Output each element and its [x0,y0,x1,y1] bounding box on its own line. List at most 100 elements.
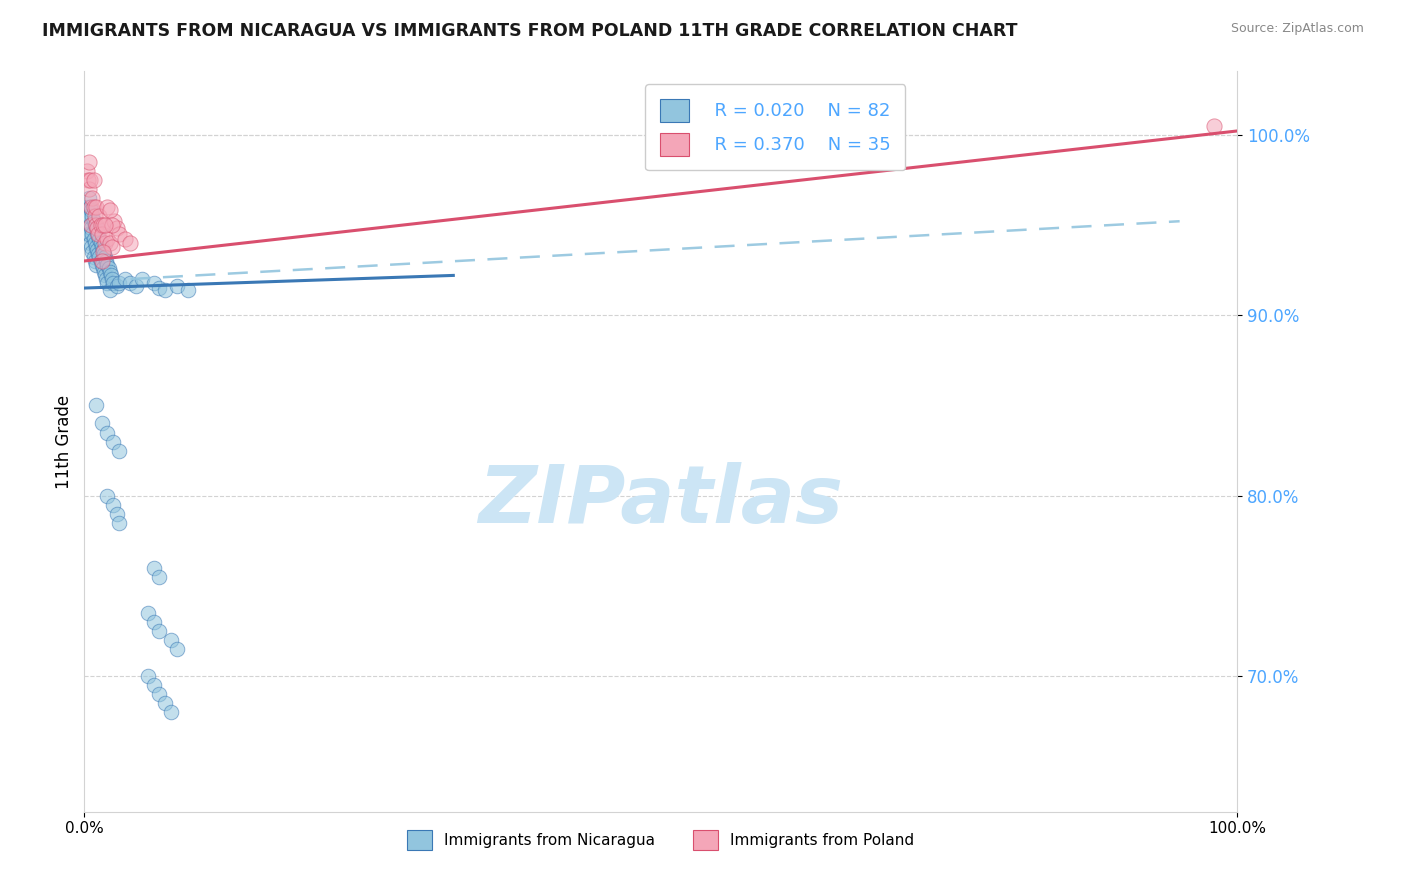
Point [160,633,183,648]
Point [94,268,117,283]
Point [89,235,111,250]
Point [83,251,105,265]
Point [86,225,108,239]
Point [98,283,121,297]
Point [87,228,110,243]
Point [94,218,117,232]
Point [83,254,105,268]
Point [77,227,100,241]
Point [91,243,114,257]
Point [166,279,188,293]
Point [153,697,176,711]
Point [90,258,112,272]
Point [87,246,110,260]
Text: Source: ZipAtlas.com: Source: ZipAtlas.com [1230,22,1364,36]
Point [77,154,100,169]
Point [83,214,105,228]
Point [79,200,101,214]
Point [76,227,98,241]
Text: IMMIGRANTS FROM NICARAGUA VS IMMIGRANTS FROM POLAND 11TH GRADE CORRELATION CHART: IMMIGRANTS FROM NICARAGUA VS IMMIGRANTS … [42,22,1018,40]
Point [96,425,118,440]
Point [90,417,112,431]
Point [98,265,121,279]
Point [76,172,98,186]
Point [94,251,117,265]
Point [80,200,103,214]
Point [76,209,98,223]
Point [160,706,183,720]
Point [83,200,105,214]
Point [79,235,101,250]
Point [96,258,118,272]
Point [83,209,105,223]
Point [105,221,128,235]
Point [82,191,104,205]
Point [83,235,105,250]
Point [77,209,100,223]
Point [142,276,165,290]
Point [103,434,124,449]
Point [136,669,159,683]
Point [94,235,117,250]
Point [89,209,111,223]
Point [177,283,200,297]
Point [108,516,131,530]
Point [142,561,165,575]
Point [166,642,188,657]
Point [105,507,128,521]
Point [1204,119,1226,133]
Point [103,276,124,290]
Point [100,268,122,283]
Point [83,172,105,186]
Point [89,218,111,232]
Point [77,182,100,196]
Point [86,221,108,235]
Point [83,218,105,232]
Point [90,227,112,241]
Point [80,218,103,232]
Point [89,232,111,246]
Point [80,203,103,218]
Point [82,244,104,259]
Point [148,687,170,701]
Point [91,218,114,232]
Point [89,254,111,268]
Point [77,191,100,205]
Point [114,272,136,286]
Point [148,624,170,639]
Point [91,261,114,276]
Point [98,235,121,250]
Point [96,489,118,503]
Point [84,200,107,214]
Point [90,239,112,253]
Y-axis label: 11th Grade: 11th Grade [55,394,73,489]
Point [91,244,114,259]
Point [101,239,124,253]
Point [84,218,107,232]
Point [84,399,107,413]
Point [108,276,131,290]
Point [125,279,148,293]
Point [97,261,120,276]
Text: ZIPatlas: ZIPatlas [478,462,844,540]
Legend: Immigrants from Nicaragua, Immigrants from Poland: Immigrants from Nicaragua, Immigrants fr… [401,824,921,856]
Point [148,570,170,584]
Point [76,200,98,214]
Point [79,218,101,232]
Point [96,200,118,214]
Point [80,221,103,235]
Point [84,221,107,235]
Point [96,254,118,268]
Point [98,203,121,218]
Point [136,606,159,620]
Point [84,258,107,272]
Point [79,172,101,186]
Point [142,615,165,629]
Point [103,214,125,228]
Point [114,232,136,246]
Point [148,281,170,295]
Point [93,246,115,260]
Point [93,265,115,279]
Point [84,239,107,253]
Point [86,243,108,257]
